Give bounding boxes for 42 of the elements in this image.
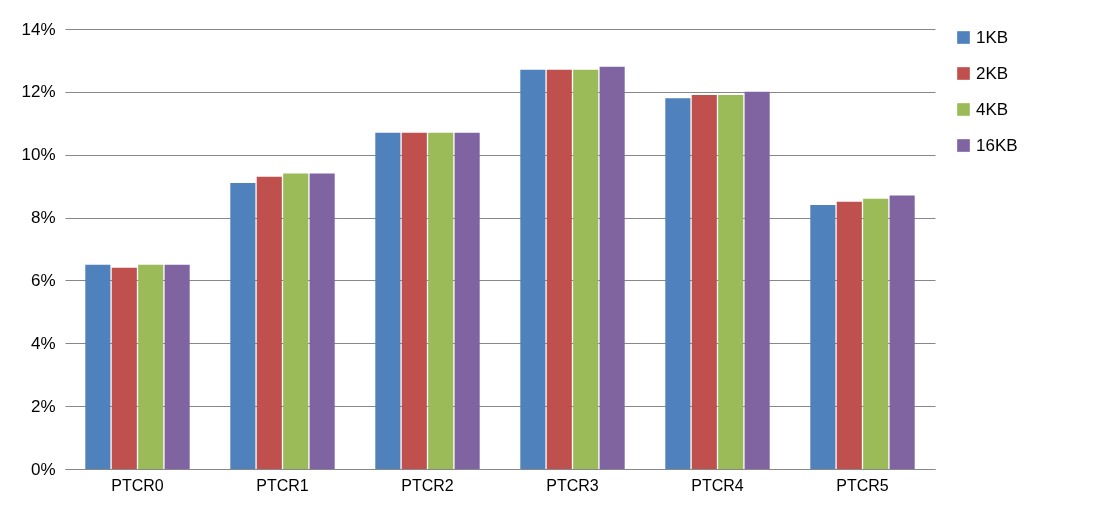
y-tick-label: 14% (21, 19, 56, 39)
y-tick-label: 0% (30, 459, 56, 479)
y-tick-label: 8% (30, 208, 56, 228)
bar (375, 132, 401, 469)
bar (599, 66, 625, 469)
legend-label: 4KB (976, 99, 1009, 119)
bar (85, 264, 111, 469)
bar (520, 69, 546, 469)
bar (454, 132, 480, 469)
bar (718, 95, 744, 469)
bar (309, 173, 335, 469)
x-tick-label: PTCR3 (546, 476, 599, 494)
bar (744, 91, 770, 469)
bar (573, 69, 599, 469)
x-tick-label: PTCR5 (836, 476, 889, 494)
y-tick-label: 10% (21, 145, 56, 165)
y-tick-label: 2% (30, 396, 56, 416)
legend-label: 2KB (976, 63, 1009, 83)
legend-label: 1KB (976, 27, 1009, 47)
y-tick-label: 6% (30, 270, 56, 290)
bar (863, 198, 889, 469)
legend-label: 16KB (976, 135, 1018, 155)
bar (665, 98, 691, 469)
bar (836, 201, 862, 469)
bar (401, 132, 427, 469)
bar (111, 267, 137, 469)
bar (164, 264, 190, 469)
bar (230, 183, 256, 469)
bar (283, 173, 309, 469)
y-tick-label: 4% (30, 333, 56, 353)
bar (691, 95, 717, 469)
x-tick-label: PTCR2 (401, 476, 454, 494)
x-tick-label: PTCR0 (111, 476, 164, 494)
x-tick-label: PTCR1 (256, 476, 309, 494)
bar (810, 205, 836, 469)
bar (256, 176, 282, 469)
bar (546, 69, 572, 469)
x-tick-label: PTCR4 (691, 476, 744, 494)
bar (138, 264, 164, 469)
bar (428, 132, 454, 469)
bar (889, 195, 915, 469)
y-tick-label: 12% (21, 82, 56, 102)
